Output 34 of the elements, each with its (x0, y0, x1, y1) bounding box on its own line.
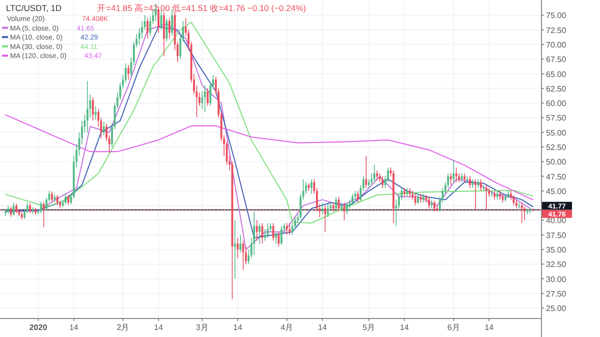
x-tick-label: 3月 (196, 323, 208, 332)
line-series (4, 114, 534, 200)
y-tick-label: 37.50 (546, 230, 567, 240)
x-tick-label: 14 (484, 323, 494, 332)
x-tick-label: 2月 (116, 323, 130, 332)
y-tick-label: 45.00 (546, 186, 567, 196)
x-tick-label: 14 (400, 323, 410, 332)
y-tick-label: 70.00 (546, 40, 567, 50)
x-tick-label: 14 (154, 323, 164, 332)
y-tick-label: 27.50 (546, 289, 567, 298)
y-tick-label: 47.50 (546, 172, 567, 182)
y-tick-label: 30.00 (546, 274, 567, 284)
y-tick-label: 35.00 (546, 245, 567, 254)
x-tick-label: 5月 (362, 323, 376, 332)
chart-title: LTC/USDT, 1D (6, 3, 62, 13)
y-tick-label: 60.00 (546, 99, 567, 108)
y-tick-label: 72.50 (546, 26, 567, 35)
x-tick-label: 4月 (280, 323, 294, 332)
x-tick-label: 14 (233, 323, 243, 332)
y-tick-label: 32.50 (546, 260, 567, 270)
x-tick-label: 14 (69, 323, 79, 332)
y-tick-label: 67.50 (546, 55, 567, 64)
y-tick-label: 40.00 (546, 216, 567, 226)
y-tick-label: 62.50 (546, 84, 567, 94)
y-tick-label: 55.00 (546, 128, 567, 138)
y-tick-label: 50.00 (546, 158, 567, 167)
y-tick-label: 57.50 (546, 114, 567, 123)
y-tick-label: 52.50 (546, 142, 567, 152)
x-tick-label: 14 (318, 323, 328, 332)
y-tick-label: 65.00 (546, 70, 567, 79)
y-tick-label: 75.00 (546, 11, 567, 20)
x-tick-label: 2020 (29, 323, 48, 332)
x-tick-label: 6月 (447, 323, 460, 332)
y-tick-label: 25.00 (546, 304, 567, 314)
